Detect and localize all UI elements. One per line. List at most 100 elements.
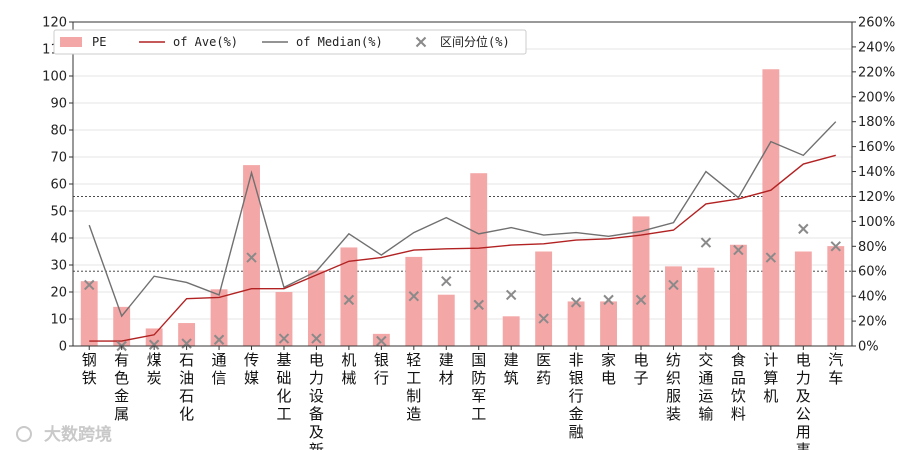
percentile-point-15 bbox=[570, 297, 582, 308]
percentile-point-17 bbox=[635, 294, 647, 306]
bar-23 bbox=[827, 246, 845, 346]
right-tick-label-8: 160% bbox=[858, 140, 895, 155]
percentile-point-18 bbox=[668, 279, 679, 291]
percentile-point-6 bbox=[278, 333, 290, 344]
category-label-22: 电力及公用事 bbox=[796, 351, 811, 450]
category-label-17: 电子 bbox=[634, 351, 649, 387]
category-label-10: 轻工制造 bbox=[406, 351, 421, 423]
watermark-logo-icon bbox=[16, 426, 32, 442]
bar-19 bbox=[697, 267, 715, 346]
bar-1 bbox=[113, 306, 131, 346]
percentile-point-2 bbox=[148, 339, 160, 350]
bar-5 bbox=[243, 165, 260, 346]
left-tick-label-2: 20 bbox=[50, 286, 67, 301]
bar-8 bbox=[340, 247, 358, 346]
percentile-point-12 bbox=[473, 299, 484, 311]
percentile-point-5 bbox=[246, 252, 257, 263]
legend-swatch-pe bbox=[60, 37, 82, 47]
category-label-15: 非银行金融 bbox=[569, 351, 584, 441]
bar-13 bbox=[502, 316, 520, 346]
right-tick-label-5: 100% bbox=[858, 215, 895, 230]
category-label-3: 石油石化 bbox=[179, 351, 194, 423]
right-tick-label-1: 20% bbox=[858, 315, 887, 330]
percentile-point-0 bbox=[84, 279, 95, 291]
category-label-6: 基础化工 bbox=[276, 351, 291, 423]
category-label-4: 通信 bbox=[212, 351, 227, 387]
left-tick-label-7: 70 bbox=[50, 151, 67, 166]
legend-label-median: of Median(%) bbox=[296, 35, 383, 49]
right-tick-label-4: 80% bbox=[858, 240, 887, 255]
left-tick-label-10: 100 bbox=[42, 70, 67, 85]
category-label-19: 交通运输 bbox=[698, 351, 713, 423]
percentile-point-19 bbox=[700, 237, 712, 248]
percentile-point-10 bbox=[408, 290, 420, 302]
right-tick-label-9: 180% bbox=[858, 115, 895, 130]
percentile-point-22 bbox=[798, 223, 809, 235]
bar-7 bbox=[307, 270, 325, 346]
bar-15 bbox=[567, 301, 585, 346]
watermark-text: 大数跨境 bbox=[44, 424, 112, 445]
bar-18 bbox=[665, 266, 682, 346]
legend-label-average: of Ave(%) bbox=[173, 35, 238, 49]
right-tick-label-11: 220% bbox=[858, 65, 895, 80]
median-line bbox=[88, 121, 837, 318]
left-tick-label-0: 0 bbox=[59, 340, 67, 355]
percentile-point-7 bbox=[311, 333, 322, 344]
percentile-point-14 bbox=[538, 313, 549, 324]
percentile-point-11 bbox=[441, 275, 452, 287]
left-tick-label-6: 60 bbox=[50, 178, 67, 193]
percentile-point-23 bbox=[830, 241, 841, 252]
percentile-point-20 bbox=[733, 244, 744, 256]
percentile-point-9 bbox=[376, 335, 387, 347]
right-tick-label-13: 260% bbox=[858, 16, 895, 31]
bar-22 bbox=[794, 251, 812, 346]
right-tick-label-7: 140% bbox=[858, 165, 895, 180]
bar-11 bbox=[437, 294, 455, 346]
bar-17 bbox=[632, 216, 650, 346]
average-line bbox=[89, 154, 836, 342]
percentile-point-21 bbox=[765, 252, 777, 263]
right-tick-label-0: 0% bbox=[858, 340, 879, 355]
legend-box bbox=[53, 29, 527, 55]
percentile-point-8 bbox=[343, 294, 355, 306]
category-label-20: 食品饮料 bbox=[731, 351, 746, 423]
bar-14 bbox=[535, 251, 553, 346]
bar-20 bbox=[729, 244, 747, 346]
category-label-8: 机械 bbox=[341, 351, 356, 387]
bar-12 bbox=[470, 173, 488, 346]
bar-4 bbox=[210, 289, 228, 346]
right-tick-label-6: 120% bbox=[858, 190, 895, 205]
bar-21 bbox=[762, 69, 780, 346]
category-label-21: 计算机 bbox=[763, 351, 778, 405]
percentile-point-13 bbox=[505, 289, 517, 301]
category-label-1: 有色金属 bbox=[114, 351, 129, 423]
category-label-7: 电力设备及新 bbox=[309, 351, 324, 450]
percentile-point-3 bbox=[181, 338, 192, 349]
category-label-5: 传媒 bbox=[244, 351, 259, 387]
bar-16 bbox=[600, 301, 618, 346]
left-tick-label-4: 40 bbox=[50, 232, 67, 247]
category-label-0: 钢铁 bbox=[82, 351, 97, 387]
right-tick-label-12: 240% bbox=[858, 40, 895, 55]
left-tick-label-1: 10 bbox=[50, 313, 67, 328]
category-label-12: 国防军工 bbox=[471, 351, 486, 423]
right-tick-label-3: 60% bbox=[858, 265, 887, 280]
legend-label-percentile: 区间分位(%) bbox=[440, 34, 510, 49]
left-tick-label-12: 120 bbox=[42, 16, 67, 31]
bar-0 bbox=[80, 281, 98, 346]
left-tick-label-8: 80 bbox=[50, 124, 67, 139]
category-label-18: 纺织服装 bbox=[666, 351, 681, 423]
category-label-16: 家电 bbox=[601, 351, 616, 387]
category-label-2: 煤炭 bbox=[147, 351, 162, 387]
legend-label-pe: PE bbox=[92, 35, 106, 49]
category-label-23: 汽车 bbox=[828, 351, 843, 387]
category-label-11: 建材 bbox=[439, 351, 454, 387]
legend-swatch-percentile bbox=[415, 36, 427, 48]
bar-10 bbox=[405, 256, 423, 346]
right-tick-label-2: 40% bbox=[858, 290, 887, 305]
left-tick-label-5: 50 bbox=[50, 205, 67, 220]
category-label-13: 建筑 bbox=[504, 351, 519, 387]
bar-6 bbox=[275, 292, 293, 346]
left-tick-label-3: 30 bbox=[50, 259, 67, 274]
